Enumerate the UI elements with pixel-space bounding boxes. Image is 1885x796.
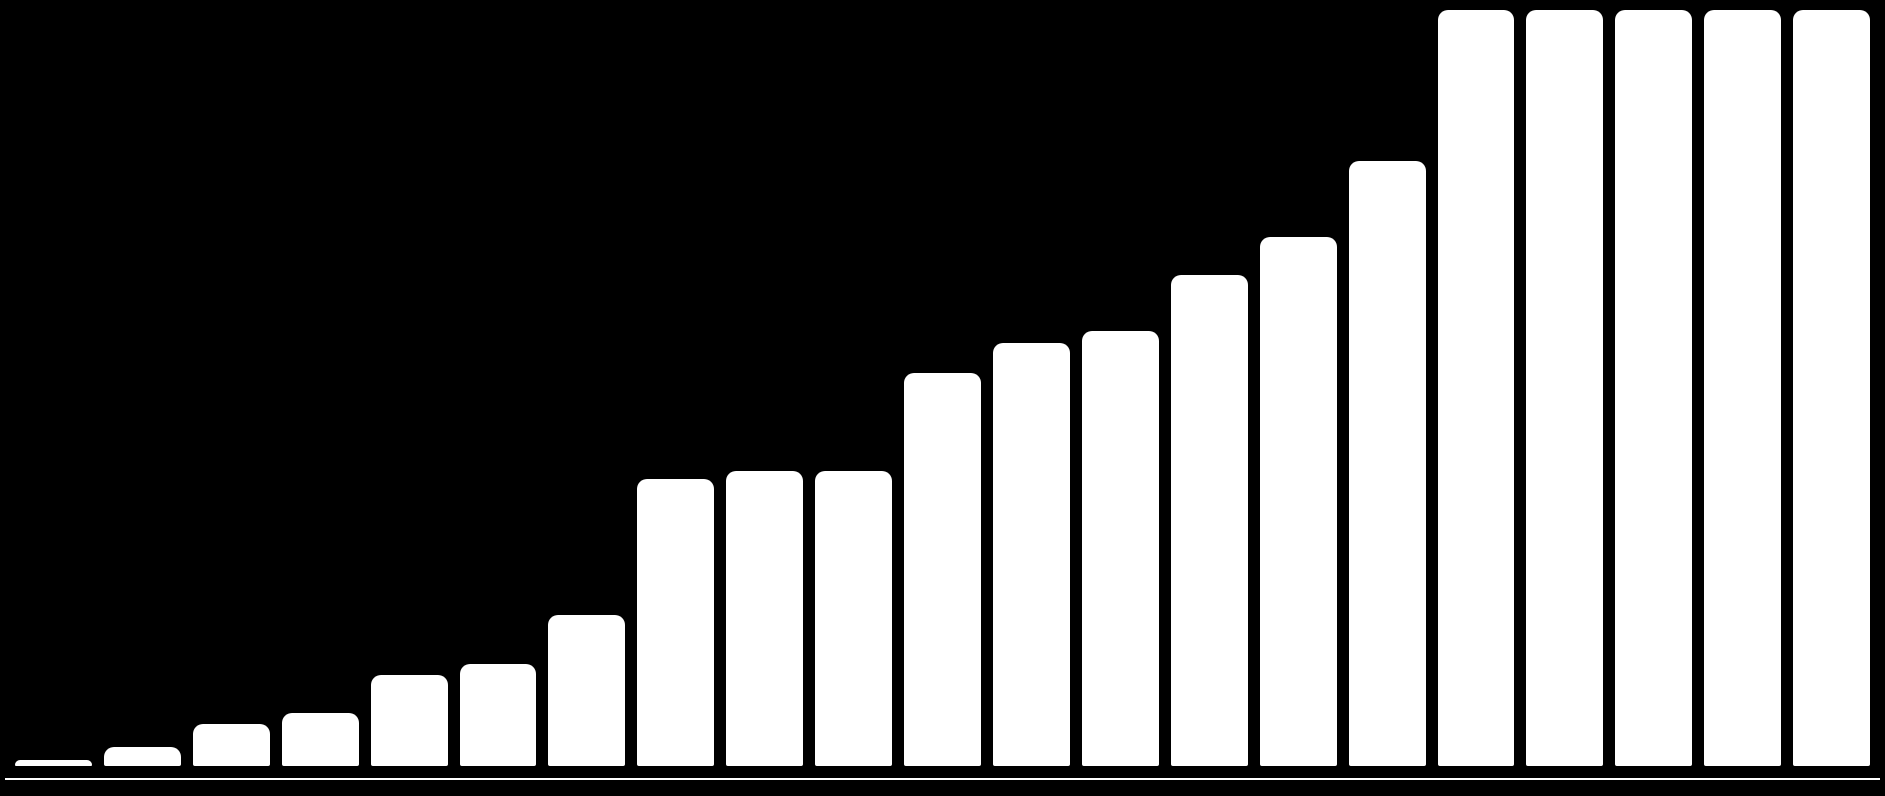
bar: [460, 664, 537, 766]
bar: [904, 373, 981, 766]
bar: [1615, 10, 1692, 766]
bar: [1526, 10, 1603, 766]
bar: [371, 675, 448, 766]
bar: [282, 713, 359, 766]
bar: [1082, 331, 1159, 766]
bar: [726, 471, 803, 766]
bar: [815, 471, 892, 766]
bar: [104, 747, 181, 766]
bar: [637, 479, 714, 766]
chart-baseline: [5, 778, 1880, 780]
bar: [1349, 161, 1426, 766]
bar: [993, 343, 1070, 766]
bar: [1260, 237, 1337, 766]
bar: [193, 724, 270, 766]
bar: [548, 615, 625, 766]
bar-chart: [0, 0, 1885, 796]
bars-area: [15, 10, 1870, 766]
bar: [15, 760, 92, 766]
bar: [1793, 10, 1870, 766]
bar: [1438, 10, 1515, 766]
bar: [1171, 275, 1248, 766]
bar: [1704, 10, 1781, 766]
